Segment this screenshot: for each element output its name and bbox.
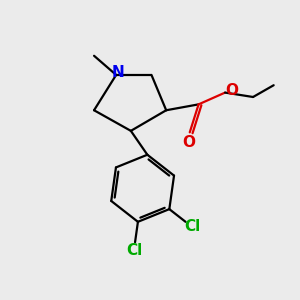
Text: Cl: Cl <box>184 219 200 234</box>
Text: O: O <box>225 83 238 98</box>
Text: N: N <box>111 65 124 80</box>
Text: O: O <box>182 135 195 150</box>
Text: Cl: Cl <box>126 243 142 258</box>
